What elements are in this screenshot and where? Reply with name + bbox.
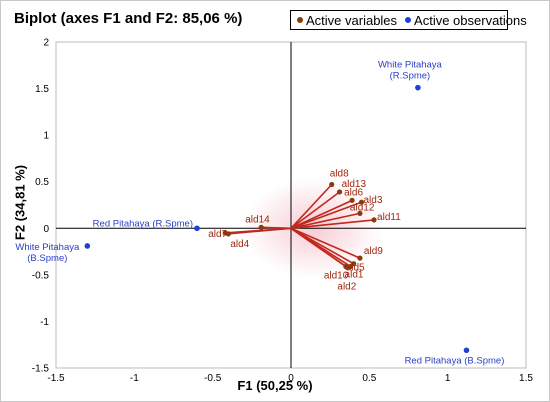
y-axis-label: F2 (34,81 %) <box>12 164 28 241</box>
legend-label-observations: Active observations <box>414 12 527 28</box>
chart-legend: Active variables Active observations <box>290 10 527 30</box>
legend-label-variables: Active variables <box>306 12 398 28</box>
chart-title: Biplot (axes F1 and F2: 85,06 %) <box>14 10 243 27</box>
legend-entry-observations: Active observations <box>405 13 527 28</box>
legend-entry-variables: Active variables <box>297 13 397 28</box>
x-axis-label: F1 (50,25 %) <box>237 378 313 393</box>
legend-marker-observations <box>405 17 412 23</box>
legend-marker-variables <box>297 17 303 23</box>
